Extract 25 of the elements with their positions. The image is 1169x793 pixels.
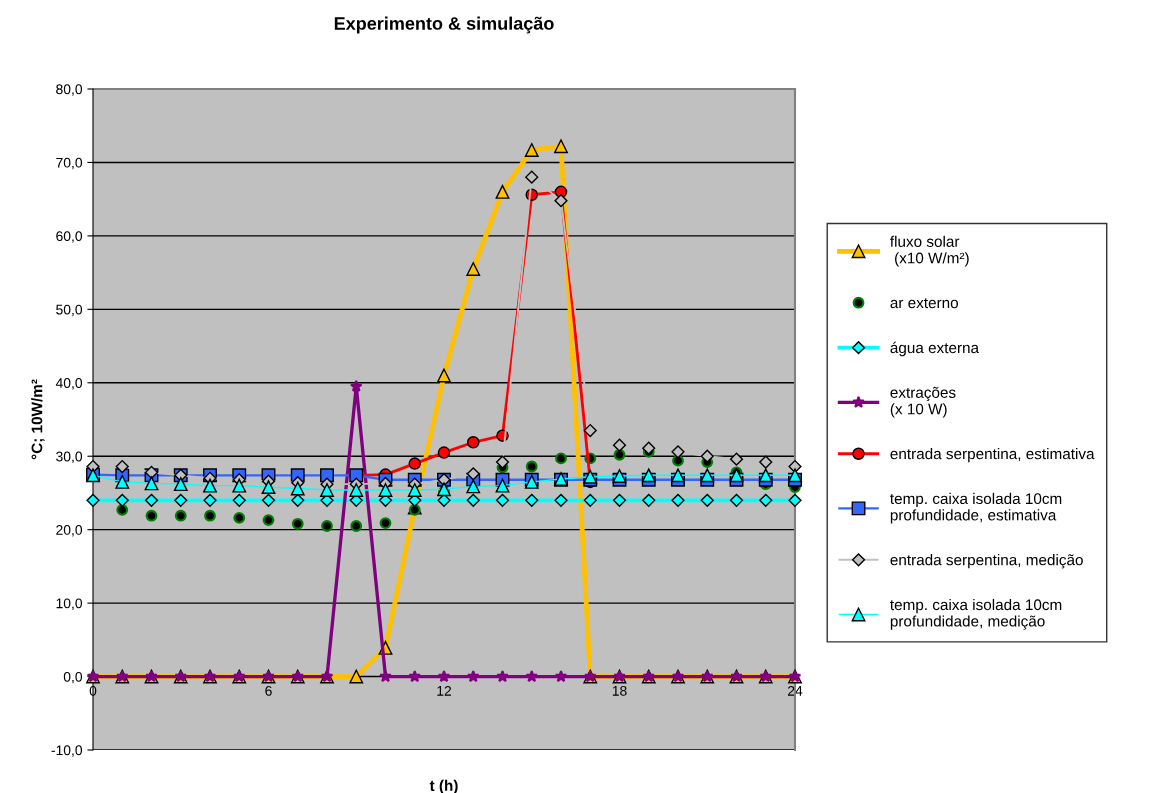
y-tick-label: -10,0: [51, 745, 83, 757]
legend-label: extrações (x 10 W): [890, 386, 956, 418]
legend-label: ar externo: [890, 298, 958, 309]
legend-label: entrada serpentina, estimativa: [890, 448, 1095, 463]
legend-label: temp. caixa isolada 10cm profundidade, medição: [890, 598, 1062, 630]
y-tick-label: 10,0: [56, 598, 83, 610]
y-tick-label: 50,0: [56, 304, 83, 317]
chart-title: Experimento & simulação: [334, 16, 554, 34]
y-tick-label: 40,0: [55, 378, 83, 390]
legend-label: fluxo solar (x10 W/m²): [890, 235, 969, 267]
x-tick-label: 6: [265, 685, 272, 696]
y-tick-label: 70,0: [56, 157, 83, 170]
x-tick-label: 12: [437, 685, 452, 696]
x-tick-label: 18: [612, 685, 627, 696]
y-tick-label: 20,0: [56, 525, 83, 537]
y-tick-label: 0,0: [63, 671, 83, 684]
legend-label: entrada serpentina, medição: [890, 554, 1083, 569]
y-axis-title: °C; 10W/m²: [31, 379, 45, 460]
legend-label: água externa: [890, 341, 980, 357]
y-tick-label: 30,0: [56, 451, 83, 464]
x-axis-title: t (h): [429, 779, 458, 793]
y-tick-label: 60,0: [56, 231, 83, 243]
legend-label: temp. caixa isolada 10cm profundidade, estimativa: [890, 492, 1062, 524]
x-tick-label: 24: [787, 685, 803, 696]
y-tick-label: 80,0: [56, 84, 83, 96]
